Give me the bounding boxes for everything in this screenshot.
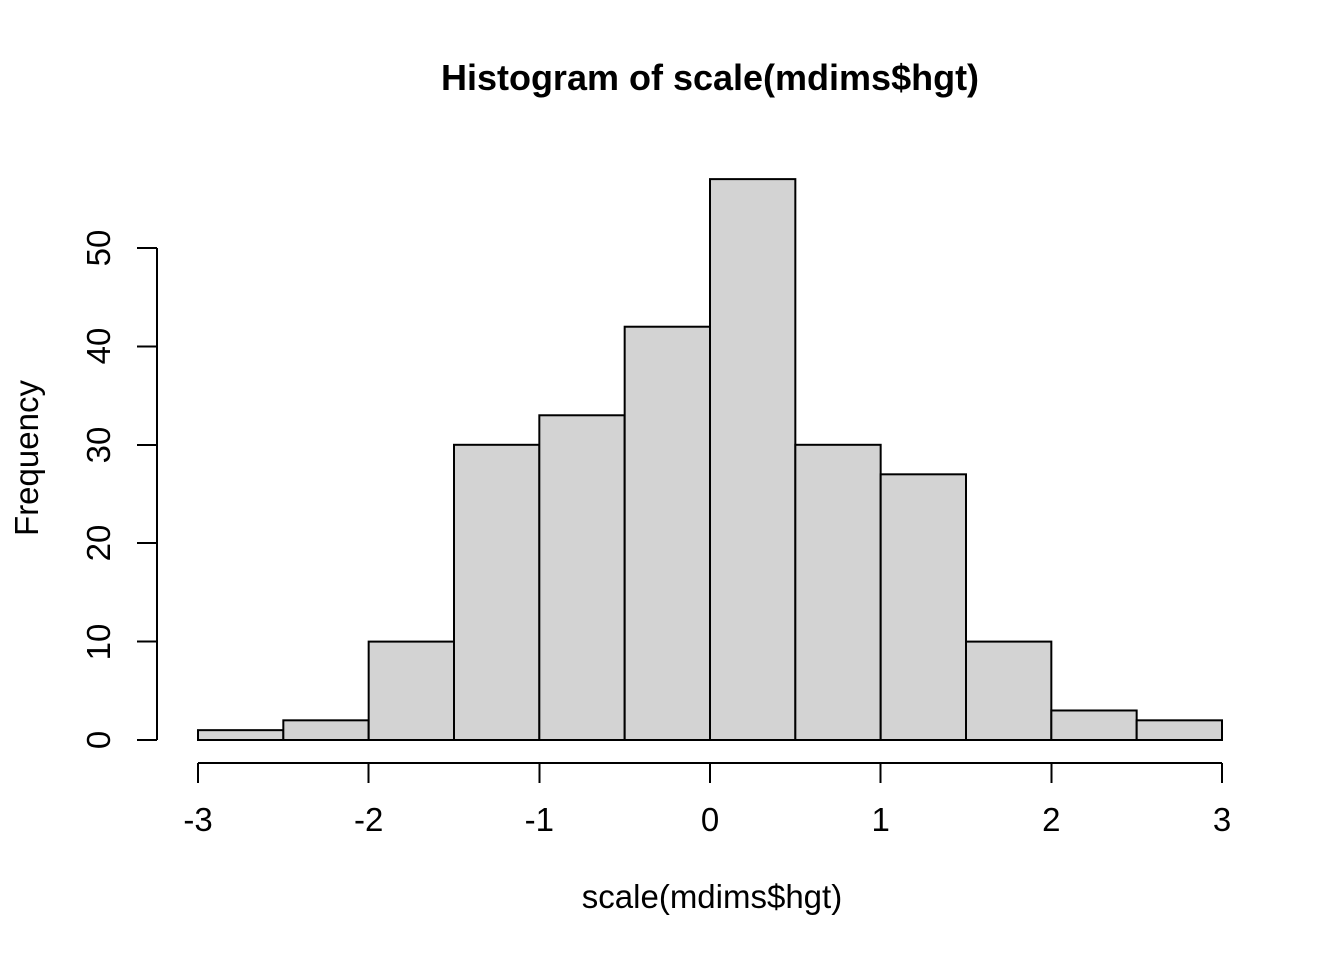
chart-title: Histogram of scale(mdims$hgt) (440, 57, 980, 98)
histogram-bar (879, 473, 967, 741)
y-tick-label: 50 (80, 229, 117, 267)
y-tick-label: 40 (80, 328, 117, 365)
x-tick-label: -3 (183, 801, 213, 838)
y-tick-label: 10 (80, 623, 117, 660)
histogram-bar (538, 414, 626, 741)
x-axis-title: scale(mdims$hgt) (581, 878, 843, 915)
histogram-bar (453, 443, 541, 741)
x-tick-label: 1 (871, 801, 890, 838)
x-tick-label: -1 (524, 801, 554, 838)
y-tick-label: 0 (80, 730, 117, 750)
histogram-bar (794, 443, 882, 741)
histogram-bar (965, 640, 1053, 741)
y-tick-label: 20 (80, 524, 117, 562)
histogram-bar (623, 325, 711, 741)
x-tick-label: 3 (1212, 801, 1232, 838)
x-tick-label: 2 (1042, 801, 1061, 838)
x-tick-label: -2 (353, 801, 384, 838)
histogram-bar (709, 178, 797, 741)
histogram-bar (367, 640, 456, 741)
histogram-bar (1050, 709, 1138, 741)
x-tick-label: 0 (700, 801, 720, 838)
y-tick-label: 30 (80, 426, 117, 464)
histogram-bar (1135, 719, 1224, 742)
histogram-bar (197, 729, 285, 741)
histogram-bars (197, 178, 1224, 742)
histogram-bar (282, 719, 370, 742)
